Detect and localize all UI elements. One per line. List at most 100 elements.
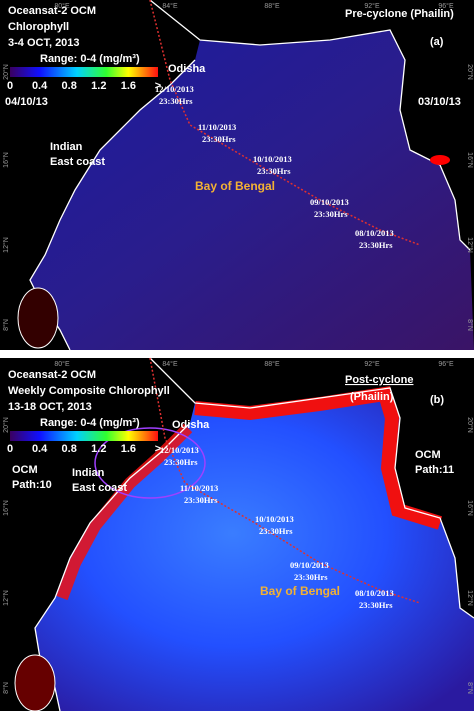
status: Pre-cyclone (Phailin) <box>345 8 454 20</box>
lat-tick: 16°N <box>466 500 474 516</box>
panel-a: Oceansat-2 OCM Chlorophyll 3-4 OCT, 2013 Ra… <box>0 0 474 351</box>
lat-tick: 20°N <box>466 417 474 433</box>
annotation: East coast <box>50 156 105 168</box>
track-label: 11/10/2013 <box>198 122 236 132</box>
lon-tick: 96°E <box>438 2 454 10</box>
colorbar-tick: 0 <box>7 80 13 92</box>
lon-tick: 88°E <box>264 360 280 368</box>
lat-tick: 20°N <box>466 64 474 80</box>
colorbar-tick: 1.6 <box>121 443 136 455</box>
colorbar-tick: 1.2 <box>91 443 106 455</box>
panel-title: Oceansat-2 OCM <box>8 369 96 381</box>
track-label: 10/10/2013 <box>255 514 294 524</box>
cyclone-track <box>149 357 421 604</box>
annotation: Path:11 <box>415 464 454 476</box>
lon-tick: 84°E <box>162 2 178 10</box>
status: Post-cyclone <box>345 374 413 386</box>
colorbar-title: Range: 0-4 (mg/m³) <box>40 417 140 429</box>
lat-tick: 8°N <box>466 682 474 694</box>
panel-title: 3-4 OCT, 2013 <box>8 37 80 49</box>
annotation: East coast <box>72 482 127 494</box>
track-label: 23:30Hrs <box>164 457 198 467</box>
colorbar-tick: > <box>155 80 161 92</box>
coastline <box>149 0 471 251</box>
lat-tick: 16°N <box>2 152 10 168</box>
lon-tick: 88°E <box>264 2 280 10</box>
lat-tick: 12°N <box>2 237 10 253</box>
status: (Phailin) <box>350 391 394 403</box>
annotation: Bay of Bengal <box>260 584 340 598</box>
lon-tick: 96°E <box>438 360 454 368</box>
annotation: Path:10 <box>12 479 52 491</box>
colorbar <box>10 431 158 441</box>
coastline <box>149 357 474 619</box>
panel-title: Oceansat-2 OCM <box>8 5 96 17</box>
lat-tick: 16°N <box>466 152 474 168</box>
lat-tick: 20°N <box>2 417 10 433</box>
colorbar-tick: 0.8 <box>62 443 77 455</box>
track-label: 23:30Hrs <box>359 240 393 250</box>
panel-title: Weekly Composite Chlorophyll <box>8 385 170 397</box>
track-label: 23:30Hrs <box>202 134 236 144</box>
track-label: 23:30Hrs <box>184 495 218 505</box>
colorbar-tick: 1.2 <box>91 80 106 92</box>
panel-b: Oceansat-2 OCM Weekly Composite Chlorophy… <box>0 357 474 711</box>
coastal-bloom <box>430 155 450 165</box>
panel-label: (a) <box>430 36 444 48</box>
lat-tick: 8°N <box>2 682 10 694</box>
track-label: 08/10/2013 <box>355 228 394 238</box>
colorbar <box>10 67 158 77</box>
track-label: 23:30Hrs <box>294 572 328 582</box>
track-label: 12/10/2013 <box>160 445 199 455</box>
colorbar-tick: 1.6 <box>121 80 136 92</box>
lon-tick: 84°E <box>162 360 178 368</box>
lat-tick: 20°N <box>2 64 10 80</box>
track-label: 10/10/2013 <box>253 154 292 164</box>
annotation: OCM <box>415 449 441 461</box>
colorbar-tick: 0 <box>7 443 13 455</box>
lon-tick: 92°E <box>364 2 380 10</box>
panel-title: Chlorophyll <box>8 21 69 33</box>
lon-tick: 80°E <box>54 360 70 368</box>
lat-tick: 12°N <box>466 590 474 606</box>
annotation: Bay of Bengal <box>195 179 275 193</box>
annotation: Odisha <box>168 63 206 75</box>
colorbar-tick: 0.4 <box>32 443 48 455</box>
sri-lanka <box>17 287 59 349</box>
lat-tick: 12°N <box>466 237 474 253</box>
lat-tick: 8°N <box>466 319 474 331</box>
track-label: 08/10/2013 <box>355 588 394 598</box>
annotation: 04/10/13 <box>5 96 48 108</box>
track-label: 23:30Hrs <box>259 526 293 536</box>
panel-title: 13-18 OCT, 2013 <box>8 401 92 413</box>
track-label: 23:30Hrs <box>314 209 348 219</box>
coastal-bloom <box>56 423 193 601</box>
annotation: Indian <box>50 141 83 153</box>
cyclone-track <box>149 0 421 246</box>
bloom-outline <box>94 427 206 499</box>
track-label: 12/10/2013 <box>155 84 194 94</box>
panel-label: (b) <box>430 394 444 406</box>
colorbar-tick: > <box>155 443 161 455</box>
colorbar-tick: 0.4 <box>32 80 48 92</box>
track-label: 09/10/2013 <box>310 197 349 207</box>
annotation: Indian <box>72 467 105 479</box>
colorbar-title: Range: 0-4 (mg/m³) <box>40 53 140 65</box>
annotation: Odisha <box>172 419 210 431</box>
track-label: 23:30Hrs <box>359 600 393 610</box>
coastal-bloom <box>194 386 443 530</box>
lon-tick: 80°E <box>54 2 70 10</box>
lat-tick: 12°N <box>2 590 10 606</box>
lon-tick: 92°E <box>364 360 380 368</box>
annotation: OCM <box>12 464 38 476</box>
colorbar-tick: 0.8 <box>62 80 77 92</box>
sri-lanka <box>14 654 56 711</box>
annotation: 03/10/13 <box>418 96 461 108</box>
track-label: 09/10/2013 <box>290 560 329 570</box>
lat-tick: 8°N <box>2 319 10 331</box>
track-label: 11/10/2013 <box>180 483 218 493</box>
track-label: 23:30Hrs <box>257 166 291 176</box>
lat-tick: 16°N <box>2 500 10 516</box>
track-label: 23:30Hrs <box>159 96 193 106</box>
